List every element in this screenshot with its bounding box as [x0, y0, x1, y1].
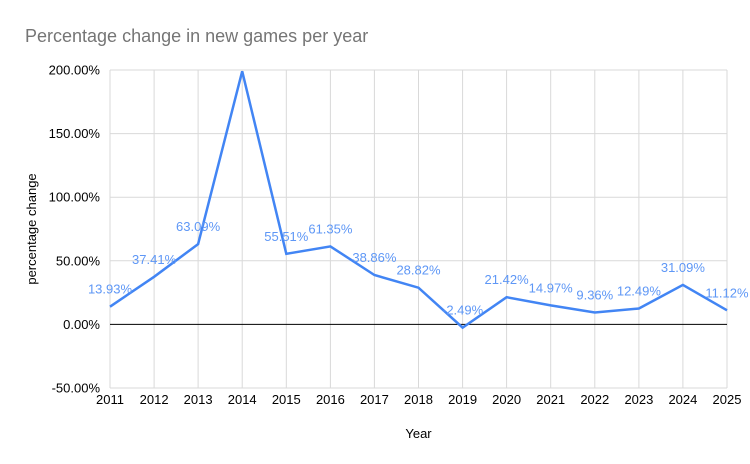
data-label: 63.09% [176, 219, 221, 234]
y-tick-label: 0.00% [63, 317, 100, 332]
y-tick-label: 50.00% [56, 253, 101, 268]
data-label: 55.51% [264, 229, 309, 244]
y-tick-label: 100.00% [49, 190, 101, 205]
y-tick-label: -50.00% [52, 381, 101, 396]
y-tick-label: 200.00% [49, 63, 101, 78]
series-line [109, 70, 728, 330]
x-tick-label: 2022 [580, 392, 609, 407]
x-tick-label: 2020 [492, 392, 521, 407]
data-label: 14.97% [529, 280, 574, 295]
data-label: 13.93% [88, 282, 133, 297]
x-tick-label: 2024 [668, 392, 697, 407]
data-label: 28.82% [396, 263, 441, 278]
x-tick-label: 2014 [228, 392, 257, 407]
chart-title: Percentage change in new games per year [25, 26, 369, 46]
y-axis-title: percentage change [24, 173, 39, 285]
y-tick-label: 150.00% [49, 126, 101, 141]
x-tick-label: 2012 [140, 392, 169, 407]
data-label: 61.35% [308, 221, 353, 236]
data-label: 21.42% [485, 272, 530, 287]
x-axis-title: Year [405, 426, 432, 441]
data-label: 31.09% [661, 260, 706, 275]
x-tick-label: 2018 [404, 392, 433, 407]
x-tick-label: 2013 [184, 392, 213, 407]
data-label: -2.49% [442, 303, 484, 318]
x-tick-label: 2016 [316, 392, 345, 407]
x-tick-label: 2025 [713, 392, 742, 407]
x-tick-label: 2021 [536, 392, 565, 407]
x-tick-label: 2015 [272, 392, 301, 407]
x-tick-label: 2023 [624, 392, 653, 407]
x-tick-label: 2011 [96, 392, 124, 407]
data-label: 37.41% [132, 252, 177, 267]
data-label: 11.12% [705, 285, 749, 300]
data-label: 9.36% [576, 288, 613, 303]
x-tick-label: 2019 [448, 392, 477, 407]
data-label: 12.49% [617, 284, 662, 299]
x-tick-label: 2017 [360, 392, 389, 407]
data-label: 38.86% [352, 250, 397, 265]
